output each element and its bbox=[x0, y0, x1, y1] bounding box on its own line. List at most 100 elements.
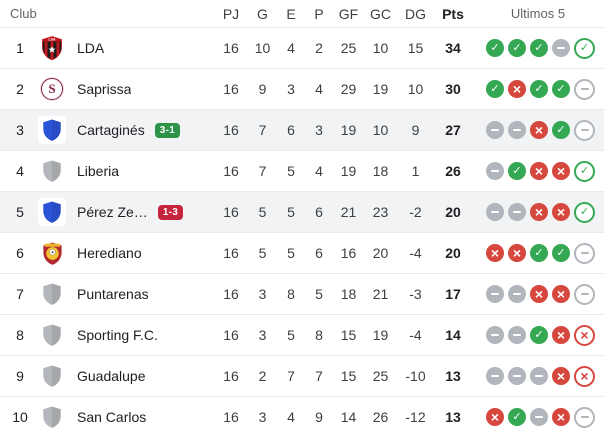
form-result-loss-icon[interactable]: × bbox=[486, 244, 504, 262]
team-name[interactable]: Guadalupe bbox=[77, 368, 146, 384]
stat-g: 3 bbox=[258, 409, 267, 425]
club-cell[interactable]: 10 San Carlos bbox=[0, 403, 214, 431]
form-result-loss-icon[interactable]: × bbox=[552, 326, 570, 344]
form-result-loss-icon[interactable]: × bbox=[552, 203, 570, 221]
club-cell[interactable]: 7 Puntarenas bbox=[0, 280, 214, 308]
form-result-draw-icon[interactable] bbox=[508, 326, 526, 344]
form-result-draw-icon[interactable] bbox=[486, 367, 504, 385]
team-name[interactable]: Cartaginés bbox=[77, 122, 145, 138]
form-result-loss-icon[interactable]: × bbox=[530, 285, 548, 303]
form-result-win-icon[interactable]: ✓ bbox=[574, 201, 595, 223]
team-rank: 8 bbox=[16, 327, 24, 343]
live-score-badge[interactable]: 1-3 bbox=[157, 204, 184, 220]
form-result-draw-icon[interactable] bbox=[574, 283, 595, 305]
stat-g: 3 bbox=[258, 286, 267, 302]
table-row[interactable]: 10 San Carlos 16 3 4 9 14 26 -12 13 × ✓ × bbox=[0, 396, 604, 437]
team-name[interactable]: Saprissa bbox=[77, 81, 132, 97]
last5-form: × × bbox=[472, 283, 604, 305]
stat-pj: 16 bbox=[223, 81, 239, 97]
stat-dg: -4 bbox=[409, 327, 422, 343]
form-result-win-icon[interactable]: ✓ bbox=[530, 80, 548, 98]
form-result-loss-icon[interactable]: × bbox=[530, 203, 548, 221]
form-result-draw-icon[interactable] bbox=[486, 162, 504, 180]
stat-gc: 18 bbox=[372, 163, 389, 179]
team-name[interactable]: Liberia bbox=[77, 163, 120, 179]
form-result-loss-icon[interactable]: × bbox=[574, 365, 595, 387]
form-result-draw-icon[interactable] bbox=[574, 78, 595, 100]
form-result-loss-icon[interactable]: × bbox=[508, 80, 526, 98]
club-cell[interactable]: 2 S Saprissa bbox=[0, 75, 214, 103]
live-score-badge[interactable]: 3-1 bbox=[154, 122, 181, 138]
team-name[interactable]: Sporting F.C. bbox=[77, 327, 158, 343]
form-result-win-icon[interactable]: ✓ bbox=[508, 162, 526, 180]
form-result-win-icon[interactable]: ✓ bbox=[508, 39, 526, 57]
form-result-draw-icon[interactable] bbox=[530, 408, 548, 426]
team-name[interactable]: Puntarenas bbox=[77, 286, 149, 302]
form-result-win-icon[interactable]: ✓ bbox=[486, 39, 504, 57]
stat-p: 4 bbox=[315, 163, 323, 179]
table-row[interactable]: 9 Guadalupe 16 2 7 7 15 25 -10 13 × × bbox=[0, 355, 604, 396]
stat-gf: 21 bbox=[340, 204, 357, 220]
form-result-win-icon[interactable]: ✓ bbox=[552, 121, 570, 139]
table-row[interactable]: 8 Sporting F.C. 16 3 5 8 15 19 -4 14 ✓ × × bbox=[0, 314, 604, 355]
table-row[interactable]: 2 S Saprissa 16 9 3 4 29 19 10 30 ✓ × ✓ ✓ bbox=[0, 68, 604, 109]
team-name[interactable]: Pérez Ze… bbox=[77, 204, 148, 220]
club-cell[interactable]: 1 LDA LDA bbox=[0, 34, 214, 62]
form-result-draw-icon[interactable] bbox=[530, 367, 548, 385]
stat-pts: 30 bbox=[445, 81, 461, 97]
stat-pj: 16 bbox=[223, 286, 239, 302]
team-name[interactable]: LDA bbox=[77, 40, 105, 56]
table-row[interactable]: 5 Pérez Ze… 1-3 16 5 5 6 21 23 -2 20 × × ✓ bbox=[0, 191, 604, 232]
form-result-draw-icon[interactable] bbox=[486, 285, 504, 303]
form-result-loss-icon[interactable]: × bbox=[552, 367, 570, 385]
club-cell[interactable]: 6 Herediano bbox=[0, 239, 214, 267]
form-result-win-icon[interactable]: ✓ bbox=[530, 39, 548, 57]
form-result-draw-icon[interactable] bbox=[574, 242, 595, 264]
table-row[interactable]: 4 Liberia 16 7 5 4 19 18 1 26 ✓ × × ✓ bbox=[0, 150, 604, 191]
table-header-row: Club PJ G E P GF GC DG Pts Ultimos 5 bbox=[0, 0, 604, 27]
table-row[interactable]: 7 Puntarenas 16 3 8 5 18 21 -3 17 × × bbox=[0, 273, 604, 314]
form-result-draw-icon[interactable] bbox=[486, 121, 504, 139]
form-result-loss-icon[interactable]: × bbox=[530, 121, 548, 139]
table-row[interactable]: 3 Cartaginés 3-1 16 7 6 3 19 10 9 27 × ✓ bbox=[0, 109, 604, 150]
form-result-win-icon[interactable]: ✓ bbox=[508, 408, 526, 426]
form-result-loss-icon[interactable]: × bbox=[574, 324, 595, 346]
form-result-draw-icon[interactable] bbox=[486, 203, 504, 221]
form-result-win-icon[interactable]: ✓ bbox=[552, 244, 570, 262]
form-result-win-icon[interactable]: ✓ bbox=[530, 244, 548, 262]
club-cell[interactable]: 4 Liberia bbox=[0, 157, 214, 185]
team-stats: 16 10 4 2 25 10 15 34 bbox=[214, 40, 472, 56]
club-cell[interactable]: 5 Pérez Ze… 1-3 bbox=[0, 198, 214, 226]
form-result-loss-icon[interactable]: × bbox=[552, 285, 570, 303]
club-cell[interactable]: 9 Guadalupe bbox=[0, 362, 214, 390]
form-result-loss-icon[interactable]: × bbox=[508, 244, 526, 262]
table-row[interactable]: 1 LDA LDA 16 10 4 2 25 10 15 34 ✓ ✓ ✓ ✓ bbox=[0, 27, 604, 68]
form-result-draw-icon[interactable] bbox=[486, 326, 504, 344]
form-result-win-icon[interactable]: ✓ bbox=[574, 37, 595, 59]
form-result-win-icon[interactable]: ✓ bbox=[530, 326, 548, 344]
club-cell[interactable]: 8 Sporting F.C. bbox=[0, 321, 214, 349]
team-name[interactable]: San Carlos bbox=[77, 409, 147, 425]
form-result-win-icon[interactable]: ✓ bbox=[574, 160, 595, 182]
stat-e: 5 bbox=[287, 204, 295, 220]
form-result-win-icon[interactable]: ✓ bbox=[486, 80, 504, 98]
club-cell[interactable]: 3 Cartaginés 3-1 bbox=[0, 116, 214, 144]
form-result-draw-icon[interactable] bbox=[508, 285, 526, 303]
team-name[interactable]: Herediano bbox=[77, 245, 142, 261]
form-result-draw-icon[interactable] bbox=[508, 121, 526, 139]
form-result-win-icon[interactable]: ✓ bbox=[552, 80, 570, 98]
form-result-loss-icon[interactable]: × bbox=[530, 162, 548, 180]
form-result-draw-icon[interactable] bbox=[574, 119, 595, 141]
stat-gf: 14 bbox=[340, 409, 357, 425]
form-result-draw-icon[interactable] bbox=[574, 406, 595, 428]
stat-p: 6 bbox=[315, 245, 323, 261]
stat-gf: 18 bbox=[340, 286, 357, 302]
form-result-loss-icon[interactable]: × bbox=[552, 408, 570, 426]
blue-team-crest-icon bbox=[38, 198, 66, 226]
form-result-draw-icon[interactable] bbox=[508, 367, 526, 385]
form-result-draw-icon[interactable] bbox=[508, 203, 526, 221]
form-result-loss-icon[interactable]: × bbox=[486, 408, 504, 426]
form-result-draw-icon[interactable] bbox=[552, 39, 570, 57]
form-result-loss-icon[interactable]: × bbox=[552, 162, 570, 180]
table-row[interactable]: 6 Herediano 16 5 5 6 16 20 -4 20 × × ✓ ✓ bbox=[0, 232, 604, 273]
